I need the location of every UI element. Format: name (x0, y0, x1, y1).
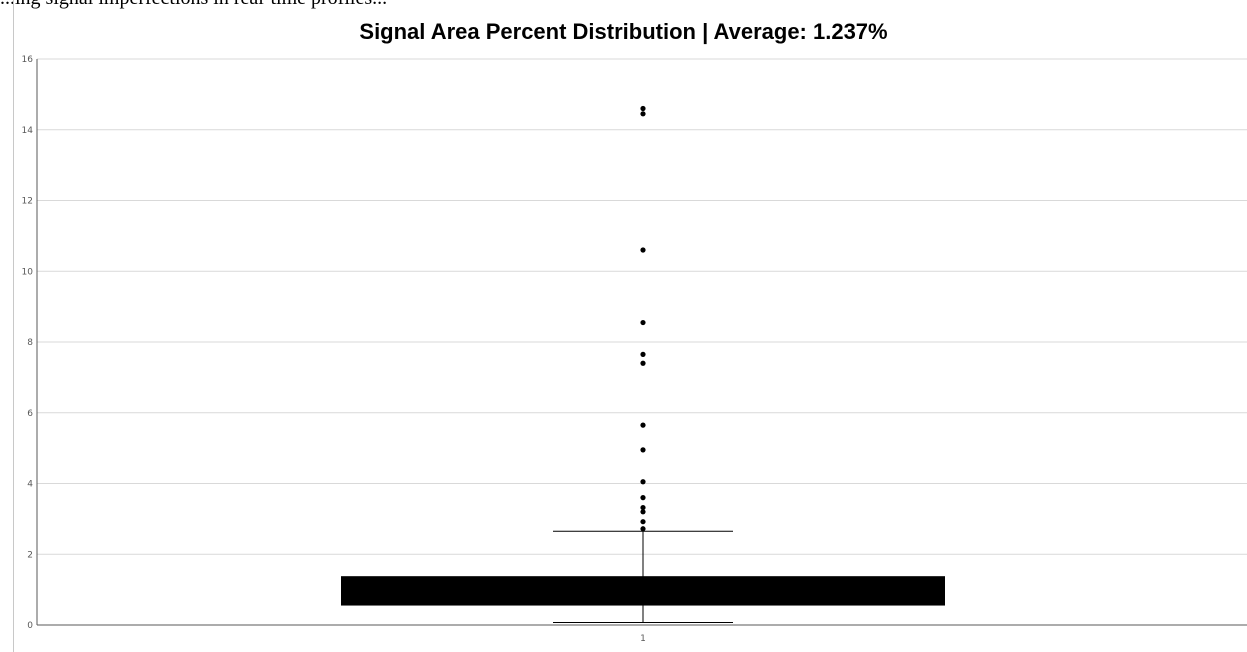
x-tick-label: 1 (640, 634, 646, 644)
outlier-point (640, 447, 646, 453)
outlier-point (640, 479, 646, 485)
y-tick-label: 8 (27, 338, 33, 348)
y-tick-label: 12 (22, 197, 33, 207)
chart-title: Signal Area Percent Distribution | Avera… (359, 19, 888, 44)
y-tick-label: 10 (22, 267, 34, 277)
y-tick-label: 2 (27, 550, 33, 560)
outlier-point (640, 351, 646, 357)
outlier-point (640, 526, 646, 532)
header-caption: ...ing signal imperfections in real-time… (0, 0, 1247, 10)
y-tick-label: 0 (27, 621, 33, 631)
y-tick-label: 14 (22, 126, 34, 136)
outlier-point (640, 111, 646, 117)
outlier-point (640, 504, 646, 511)
outlier-point (640, 422, 646, 428)
frame-divider (13, 0, 14, 652)
outlier-point (640, 319, 646, 326)
y-tick-label: 16 (22, 55, 34, 65)
outlier-point (640, 360, 646, 366)
outlier-point (640, 519, 646, 525)
outlier-point (640, 105, 646, 112)
y-tick-label: 6 (27, 409, 33, 419)
outlier-point (640, 495, 646, 501)
outlier-point (640, 509, 646, 515)
y-tick-label: 4 (27, 480, 33, 490)
outlier-point (640, 247, 646, 253)
box-iqr (341, 576, 945, 606)
